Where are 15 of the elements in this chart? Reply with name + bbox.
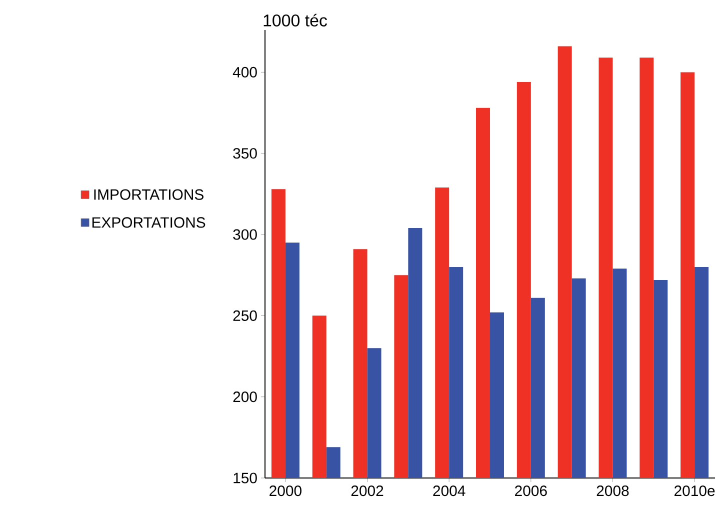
x-tick-label: 2006: [515, 486, 547, 496]
x-tick-label: 2004: [433, 486, 466, 496]
x-tick-label: 2000: [270, 486, 302, 496]
y-tick-label: 250: [233, 310, 257, 321]
y-tick-label: 150: [234, 472, 257, 484]
x-tick-label: 2008: [596, 486, 629, 496]
x-tick-label: 2010e: [674, 486, 715, 496]
y-axis-title: 1000 téc: [264, 14, 328, 26]
x-tick-label: 2002: [351, 486, 384, 496]
legend-label: IMPORTATIONS: [94, 189, 204, 200]
y-tick-label: 300: [233, 229, 257, 240]
y-tick-label: 350: [233, 148, 257, 159]
legend-label: EXPORTATIONS: [92, 217, 206, 228]
y-tick-label: 200: [233, 392, 257, 402]
y-tick-label: 400: [232, 66, 257, 78]
